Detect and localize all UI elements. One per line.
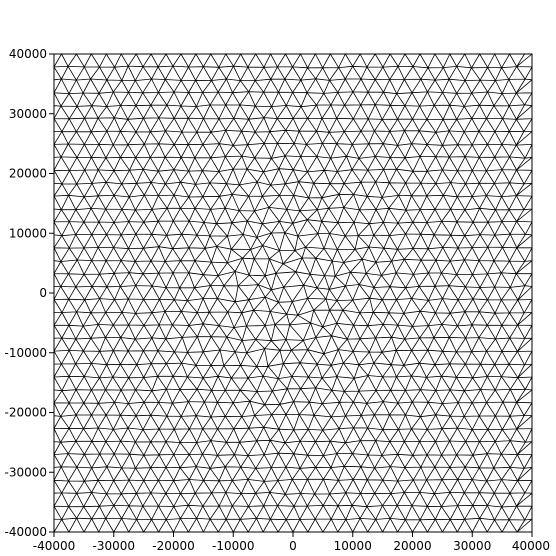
y-tick-label: -10000 [4, 346, 47, 360]
x-tick-label: 10000 [334, 539, 372, 553]
x-tick-label: -40000 [33, 539, 76, 553]
x-tick-label: -30000 [92, 539, 135, 553]
x-tick-label: 40000 [512, 539, 550, 553]
y-tick-label: -40000 [4, 525, 47, 539]
plot-frame [53, 53, 533, 533]
y-tick-label: -30000 [4, 465, 47, 479]
mesh-edges [53, 53, 533, 533]
x-tick-label: 0 [289, 539, 297, 553]
triangle-mesh [53, 53, 533, 533]
x-tick-label: -10000 [212, 539, 255, 553]
y-axis: 40000 30000 20000 10000 0 -10000 -20000 -30000 -… [4, 47, 54, 539]
x-tick-label: 20000 [393, 539, 431, 553]
y-tick-label: 0 [39, 286, 47, 300]
y-tick-label: -20000 [4, 406, 47, 420]
y-tick-label: 40000 [9, 47, 47, 61]
y-tick-label: 20000 [9, 167, 47, 181]
x-tick-label: 30000 [453, 539, 491, 553]
y-tick-label: 10000 [9, 226, 47, 240]
y-tick-label: 30000 [9, 107, 47, 121]
x-tick-label: -20000 [152, 539, 195, 553]
x-axis: -40000 -30000 -20000 -10000 0 10000 20000 30000… [33, 532, 550, 553]
